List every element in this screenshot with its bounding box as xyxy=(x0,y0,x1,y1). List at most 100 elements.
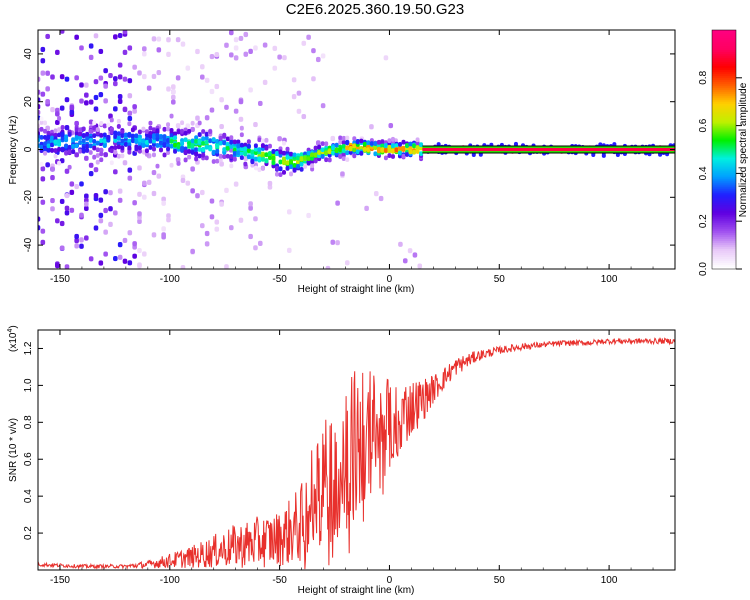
spectrogram-cell xyxy=(175,75,181,81)
spectrogram-cell xyxy=(296,159,301,164)
spectrogram-cell xyxy=(218,140,223,146)
spectrogram-cell xyxy=(299,152,304,158)
spectrogram-cell xyxy=(201,147,206,152)
spectrogram-cell xyxy=(117,254,123,260)
colorbar-band xyxy=(712,81,736,85)
spectrogram-cell xyxy=(274,151,279,156)
y-tick-label: 0.4 xyxy=(23,489,34,503)
spectrogram-cell xyxy=(59,30,65,34)
spectrogram-cell xyxy=(84,205,89,212)
spectrogram-cell xyxy=(93,94,99,101)
spectrogram-cell xyxy=(55,218,60,224)
spectrogram-cell xyxy=(166,122,171,127)
snr-series-line xyxy=(38,337,675,570)
spectrogram-cell xyxy=(299,166,304,172)
spectrogram-cells xyxy=(38,30,675,269)
spectrogram-cell xyxy=(113,169,118,175)
spectrogram-cell xyxy=(257,156,262,162)
spectrogram-cell xyxy=(415,140,420,146)
spectrogram-cell xyxy=(132,104,137,110)
spectrogram-cell xyxy=(397,150,402,156)
colorbar-band xyxy=(712,91,736,95)
spectrogram-cell xyxy=(310,163,315,169)
spectrogram-cell xyxy=(127,110,133,116)
colorbar-band xyxy=(712,255,736,258)
colorbar-band xyxy=(712,145,736,149)
snr-frame xyxy=(37,329,676,571)
spectrogram-cell xyxy=(98,212,104,218)
spectrogram-cell xyxy=(267,180,273,187)
spectrogram-cell xyxy=(161,196,166,202)
spectrogram-cell xyxy=(122,258,128,264)
colorbar-band xyxy=(712,35,736,39)
spectrogram-cell xyxy=(109,129,114,135)
spectrogram-cell xyxy=(292,163,297,168)
spectrogram-cell xyxy=(162,137,167,143)
colorbar-band xyxy=(712,167,736,171)
spectrogram-cell xyxy=(278,149,283,155)
spectrogram-cell xyxy=(233,181,239,187)
spectrogram-cell xyxy=(102,138,107,144)
spectrogram-cell xyxy=(401,146,406,151)
spectrogram-cell xyxy=(85,143,90,149)
x-tick-label: 50 xyxy=(494,575,506,586)
spectrogram-cell xyxy=(228,30,234,36)
spectrogram-cell xyxy=(214,219,220,225)
spectrogram-cell xyxy=(99,132,104,138)
spectrogram-cell xyxy=(291,77,297,83)
spectrogram-cell xyxy=(315,140,321,146)
spectrogram-cell xyxy=(229,154,234,159)
spectrogram-cell xyxy=(215,138,220,144)
spectrogram-cell xyxy=(169,127,174,133)
snr-ylabel: SNR (10 * v/v) xyxy=(8,418,19,482)
spectrogram-cell xyxy=(201,129,206,134)
spectrogram-cell xyxy=(95,153,100,158)
spectrogram-cell xyxy=(405,143,410,148)
spectrogram-cell xyxy=(225,142,230,147)
spectrogram-cell xyxy=(151,142,156,147)
spectrogram-cell xyxy=(116,153,121,159)
colorbar-label: Normalized spectral amplitude xyxy=(738,82,749,217)
spectrogram-cell xyxy=(120,129,125,135)
spectrogram-cell xyxy=(173,131,178,137)
colorbar-band xyxy=(712,239,736,242)
spectrogram-cell xyxy=(285,165,290,171)
spectrogram-cell xyxy=(134,133,139,139)
spectrogram-cell xyxy=(98,48,104,55)
spectrogram-cell xyxy=(156,69,162,76)
spectrogram-cell xyxy=(197,153,202,159)
spectrogram-cell xyxy=(388,123,394,129)
spectrogram-cell xyxy=(271,155,276,161)
spectrogram-cell xyxy=(419,151,424,157)
spectrogram-cell xyxy=(239,155,244,161)
spectrogram-cell xyxy=(78,127,83,133)
colorbar-band xyxy=(712,121,736,125)
spectrogram-cell xyxy=(151,146,156,152)
colorbar-band xyxy=(712,65,736,69)
spectrogram-cell xyxy=(286,209,292,215)
spectrogram-cell xyxy=(39,126,44,132)
spectrogram-cell xyxy=(171,89,176,95)
spectrogram-cell xyxy=(117,62,123,68)
colorbar-band xyxy=(712,30,736,33)
spectrogram-cell xyxy=(74,183,79,190)
spectrogram-cell xyxy=(229,135,234,141)
spectrogram-cell xyxy=(341,143,346,149)
spectrogram-cell xyxy=(190,188,195,194)
spectrogram-cell xyxy=(229,144,234,149)
spectrogram-cell xyxy=(78,131,83,137)
x-tick-label: -50 xyxy=(272,575,287,586)
spectrogram-cell xyxy=(376,139,381,145)
spectrogram-cell xyxy=(39,161,44,167)
spectrogram-cell xyxy=(74,143,79,149)
spectrogram-cell xyxy=(185,65,191,71)
spectrogram-cell xyxy=(401,153,406,159)
spectrogram-cell xyxy=(151,127,156,133)
spectrogram-cell xyxy=(108,72,113,79)
spectrogram-cell xyxy=(243,51,249,57)
spectrogram-cell xyxy=(99,157,104,163)
colorbar-gradient xyxy=(712,30,736,270)
spectrogram-cell xyxy=(98,92,104,98)
spectrogram-cell xyxy=(232,139,237,145)
spectrogram-cell xyxy=(345,139,350,145)
